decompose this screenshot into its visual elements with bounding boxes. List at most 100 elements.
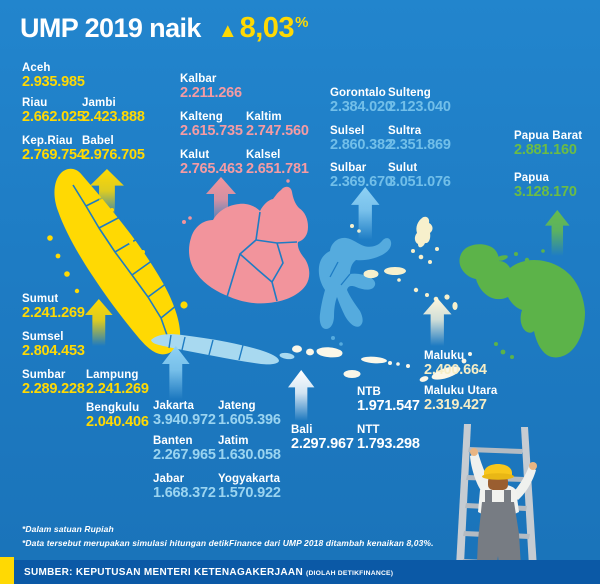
province-name: Sulsel [330,125,365,137]
island-kalimantan [182,179,310,304]
province-name: Papua [514,172,550,184]
province-name: Sumbar [22,369,66,381]
source-main: SUMBER: KEPUTUSAN MENTERI KETENAGAKERJAA… [24,566,303,578]
province-value: 1.971.547 [357,398,420,414]
province-value: 2.881.160 [514,142,577,158]
province-name: Sumsel [22,331,64,343]
province-value: 1.793.298 [357,436,420,452]
province-name: Jabar [153,473,185,485]
province-label-sumbar: Sumbar 2.289.228 [22,369,85,396]
province-name: Sulut [388,162,418,174]
province-label-maluku: Maluku 2.400.664 [424,350,487,377]
province-name: Babel [82,135,114,147]
island-papua [459,244,585,359]
province-value: 2.040.406 [86,414,149,430]
footnotes: *Dalam satuan Rupiah *Data tersebut meru… [22,522,434,550]
province-value: 2.241.269 [22,305,85,321]
province-name: Kalteng [180,111,223,123]
source-bar: SUMBER: KEPUTUSAN MENTERI KETENAGAKERJAA… [0,560,600,584]
increase-triangle-icon: ▲ [217,20,238,42]
province-label-bali: Bali 2.297.967 [291,424,354,451]
province-name: Kaltim [246,111,282,123]
increase-percentage: 8,03 [239,12,295,44]
up-arrow-icon [423,298,452,346]
province-label-sumut: Sumut 2.241.269 [22,293,85,320]
province-value: 2.976.705 [82,147,145,163]
province-value: 2.747.560 [246,123,309,139]
province-value: 3.940.972 [153,412,216,428]
province-name: Sultra [388,125,422,137]
province-value: 2.804.453 [22,343,85,359]
islands-maluku [350,216,458,310]
province-value: 2.423.888 [82,109,145,125]
province-label-jateng: Jateng 1.605.396 [218,400,281,427]
province-name: NTT [357,424,380,436]
province-label-papuabarat: Papua Barat 2.881.160 [514,130,582,157]
province-value: 2.384.020 [330,99,393,115]
province-value: 2.297.967 [291,436,354,452]
up-arrow-icon [90,169,124,218]
province-label-gorontalo: Gorontalo 2.384.020 [330,87,393,114]
province-value: 2.319.427 [424,397,487,413]
province-value: 2.289.228 [22,381,85,397]
province-label-sulbar: Sulbar 2.369.670 [330,162,393,189]
province-name: Lampung [86,369,139,381]
province-name: Kep.Riau [22,135,73,147]
province-value: 2.651.781 [246,161,309,177]
province-label-sulut: Sulut 3.051.076 [388,162,451,189]
province-name: Aceh [22,62,51,74]
province-label-papua: Papua 3.128.170 [514,172,577,199]
province-label-malukuutara: Maluku Utara 2.319.427 [424,385,497,412]
province-value: 2.351.869 [388,137,451,153]
province-name: Jatim [218,435,249,447]
province-value: 1.668.372 [153,485,216,501]
province-label-jambi: Jambi 2.423.888 [82,97,145,124]
title-text: UMP 2019 naik [20,13,201,43]
province-value: 2.765.463 [180,161,243,177]
up-arrow-icon [162,346,190,399]
up-arrow-icon [288,370,315,421]
island-sumatra [47,168,188,355]
province-label-yogyakarta: Yogyakarta 1.570.922 [218,473,281,500]
island-sulawesi [318,237,392,346]
footnote-unit: *Dalam satuan Rupiah [22,524,114,534]
province-label-aceh: Aceh 2.935.985 [22,62,85,89]
province-label-kalteng: Kalteng 2.615.735 [180,111,243,138]
province-label-ntt: NTT 1.793.298 [357,424,420,451]
province-name: Sulteng [388,87,431,99]
province-name: NTB [357,386,381,398]
island-java [151,334,295,365]
province-label-sulsel: Sulsel 2.860.382 [330,125,393,152]
province-name: Sumut [22,293,59,305]
province-value: 2.369.670 [330,174,393,190]
province-name: Kalsel [246,149,281,161]
province-value: 2.123.040 [388,99,451,115]
province-value: 2.241.269 [86,381,149,397]
province-name: Jakarta [153,400,194,412]
up-arrow-icon [545,210,570,256]
province-name: Kalbar [180,73,217,85]
province-label-kepriau: Kep.Riau 2.769.754 [22,135,85,162]
province-value: 2.267.965 [153,447,216,463]
yellow-accent-square [0,557,14,584]
province-label-jatim: Jatim 1.630.058 [218,435,281,462]
province-label-jabar: Jabar 1.668.372 [153,473,216,500]
province-name: Gorontalo [330,87,386,99]
province-label-kalbar: Kalbar 2.211.266 [180,73,242,100]
province-label-kalsel: Kalsel 2.651.781 [246,149,309,176]
province-label-banten: Banten 2.267.965 [153,435,216,462]
province-name: Banten [153,435,193,447]
province-value: 2.769.754 [22,147,85,163]
province-label-sulteng: Sulteng 2.123.040 [388,87,451,114]
percent-sign: % [295,14,309,31]
province-value: 2.211.266 [180,85,242,101]
province-label-ntb: NTB 1.971.547 [357,386,420,413]
source-sub: (DIOLAH DETIKFINANCE) [305,569,394,577]
province-value: 2.662.025 [22,109,85,125]
province-value: 3.128.170 [514,184,577,200]
source-text: SUMBER: KEPUTUSAN MENTERI KETENAGAKERJAA… [24,567,393,578]
province-value: 3.051.076 [388,174,451,190]
province-name: Papua Barat [514,130,583,142]
